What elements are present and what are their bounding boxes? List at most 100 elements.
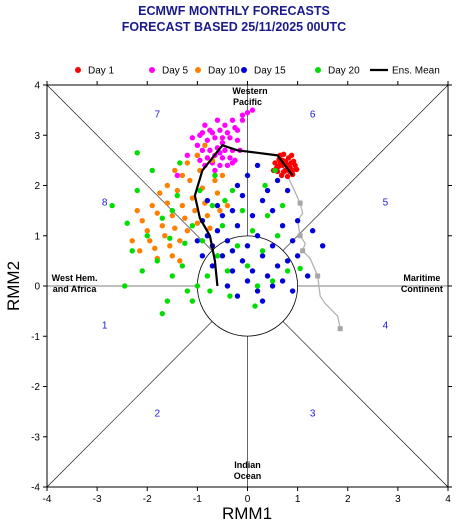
data-point bbox=[274, 263, 281, 269]
y-tick-label: 0 bbox=[34, 282, 40, 293]
data-point bbox=[259, 197, 266, 204]
phase-label-5: 5 bbox=[383, 198, 389, 209]
data-point bbox=[219, 135, 226, 141]
x-tick-label: 0 bbox=[245, 494, 251, 505]
data-point bbox=[249, 212, 256, 219]
data-point bbox=[222, 147, 228, 154]
data-point bbox=[172, 167, 178, 174]
data-point bbox=[159, 215, 165, 221]
data-point bbox=[159, 310, 165, 317]
data-point bbox=[144, 233, 150, 239]
data-point bbox=[164, 200, 170, 206]
data-point bbox=[134, 207, 140, 214]
x-tick-label: 2 bbox=[345, 494, 351, 505]
data-point bbox=[219, 172, 226, 179]
data-point bbox=[154, 210, 160, 216]
phase-label-6: 6 bbox=[310, 110, 316, 121]
data-point bbox=[222, 122, 228, 128]
data-point bbox=[269, 283, 276, 289]
data-point bbox=[177, 258, 183, 264]
y-tick-label: 4 bbox=[34, 81, 40, 92]
data-point bbox=[182, 240, 188, 246]
data-point bbox=[204, 155, 211, 161]
data-point bbox=[224, 130, 231, 136]
x-tick-label: 1 bbox=[295, 494, 301, 505]
data-point bbox=[269, 207, 276, 214]
data-point bbox=[229, 187, 236, 194]
data-point bbox=[121, 283, 128, 289]
data-point bbox=[212, 177, 218, 184]
series-day-20 bbox=[109, 150, 303, 317]
data-point bbox=[239, 112, 246, 118]
data-point bbox=[137, 248, 143, 254]
data-point bbox=[129, 238, 135, 244]
data-point bbox=[249, 107, 256, 113]
legend-label: Day 15 bbox=[254, 66, 286, 77]
data-point bbox=[280, 151, 287, 158]
observed-path-marker bbox=[337, 326, 343, 332]
x-axis-ticks: -4 -3 -2 -1 0 1 2 3 4 bbox=[43, 81, 451, 505]
data-point bbox=[212, 172, 218, 179]
data-point bbox=[204, 273, 211, 279]
data-point bbox=[204, 137, 211, 143]
legend-label: Day 1 bbox=[88, 66, 115, 77]
data-point bbox=[272, 167, 278, 174]
x-axis-label: RMM1 bbox=[222, 504, 272, 523]
data-point bbox=[224, 283, 231, 289]
data-point bbox=[294, 253, 301, 259]
y-tick-label: 3 bbox=[34, 131, 40, 142]
y-tick-label: 2 bbox=[34, 181, 40, 192]
data-point bbox=[184, 288, 191, 294]
legend-marker bbox=[241, 67, 247, 73]
x-tick-label: 3 bbox=[395, 494, 401, 505]
data-point bbox=[272, 160, 278, 166]
data-point bbox=[254, 233, 261, 239]
data-point bbox=[244, 263, 251, 269]
y-axis-ticks: -4 -3 -2 -1 0 1 2 3 4 bbox=[31, 81, 452, 494]
data-point bbox=[224, 202, 231, 209]
data-point bbox=[262, 182, 268, 189]
data-point bbox=[227, 155, 233, 161]
data-point bbox=[294, 217, 301, 224]
phase-diagram-lines bbox=[46, 84, 449, 488]
legend-marker bbox=[149, 67, 155, 73]
data-point bbox=[167, 235, 173, 241]
data-point bbox=[289, 167, 296, 174]
data-point bbox=[159, 223, 165, 229]
data-point bbox=[234, 223, 241, 229]
data-point bbox=[164, 182, 170, 189]
legend-label: Day 10 bbox=[208, 66, 240, 77]
data-point bbox=[292, 162, 298, 169]
data-point bbox=[149, 202, 155, 209]
data-point bbox=[227, 293, 233, 299]
data-point bbox=[194, 220, 201, 226]
observed-path-marker bbox=[297, 200, 303, 206]
data-point bbox=[174, 172, 181, 179]
data-point bbox=[224, 162, 231, 169]
data-point bbox=[284, 268, 291, 274]
observed-path-line bbox=[284, 170, 341, 329]
region-label: Indian bbox=[234, 460, 261, 470]
data-point bbox=[199, 238, 206, 244]
data-point bbox=[217, 162, 223, 169]
data-point bbox=[169, 207, 176, 214]
data-point bbox=[274, 233, 281, 239]
data-point bbox=[182, 215, 188, 221]
ensemble-mean-layer bbox=[193, 144, 294, 287]
legend-label: Day 20 bbox=[328, 66, 360, 77]
region-label: Continent bbox=[401, 284, 443, 294]
data-point bbox=[147, 238, 153, 244]
data-point bbox=[199, 130, 206, 136]
data-point bbox=[199, 147, 206, 154]
data-point bbox=[234, 137, 241, 143]
data-point bbox=[244, 278, 251, 284]
data-point bbox=[219, 140, 226, 146]
data-point bbox=[207, 127, 213, 133]
data-point bbox=[229, 268, 236, 274]
data-point bbox=[194, 238, 201, 244]
data-point bbox=[169, 273, 176, 279]
region-label: Maritime bbox=[403, 273, 440, 283]
data-point bbox=[217, 207, 223, 214]
legend: Day 1 Day 5 Day 10 Day 15 Day 20 Ens. Mean bbox=[75, 66, 440, 77]
